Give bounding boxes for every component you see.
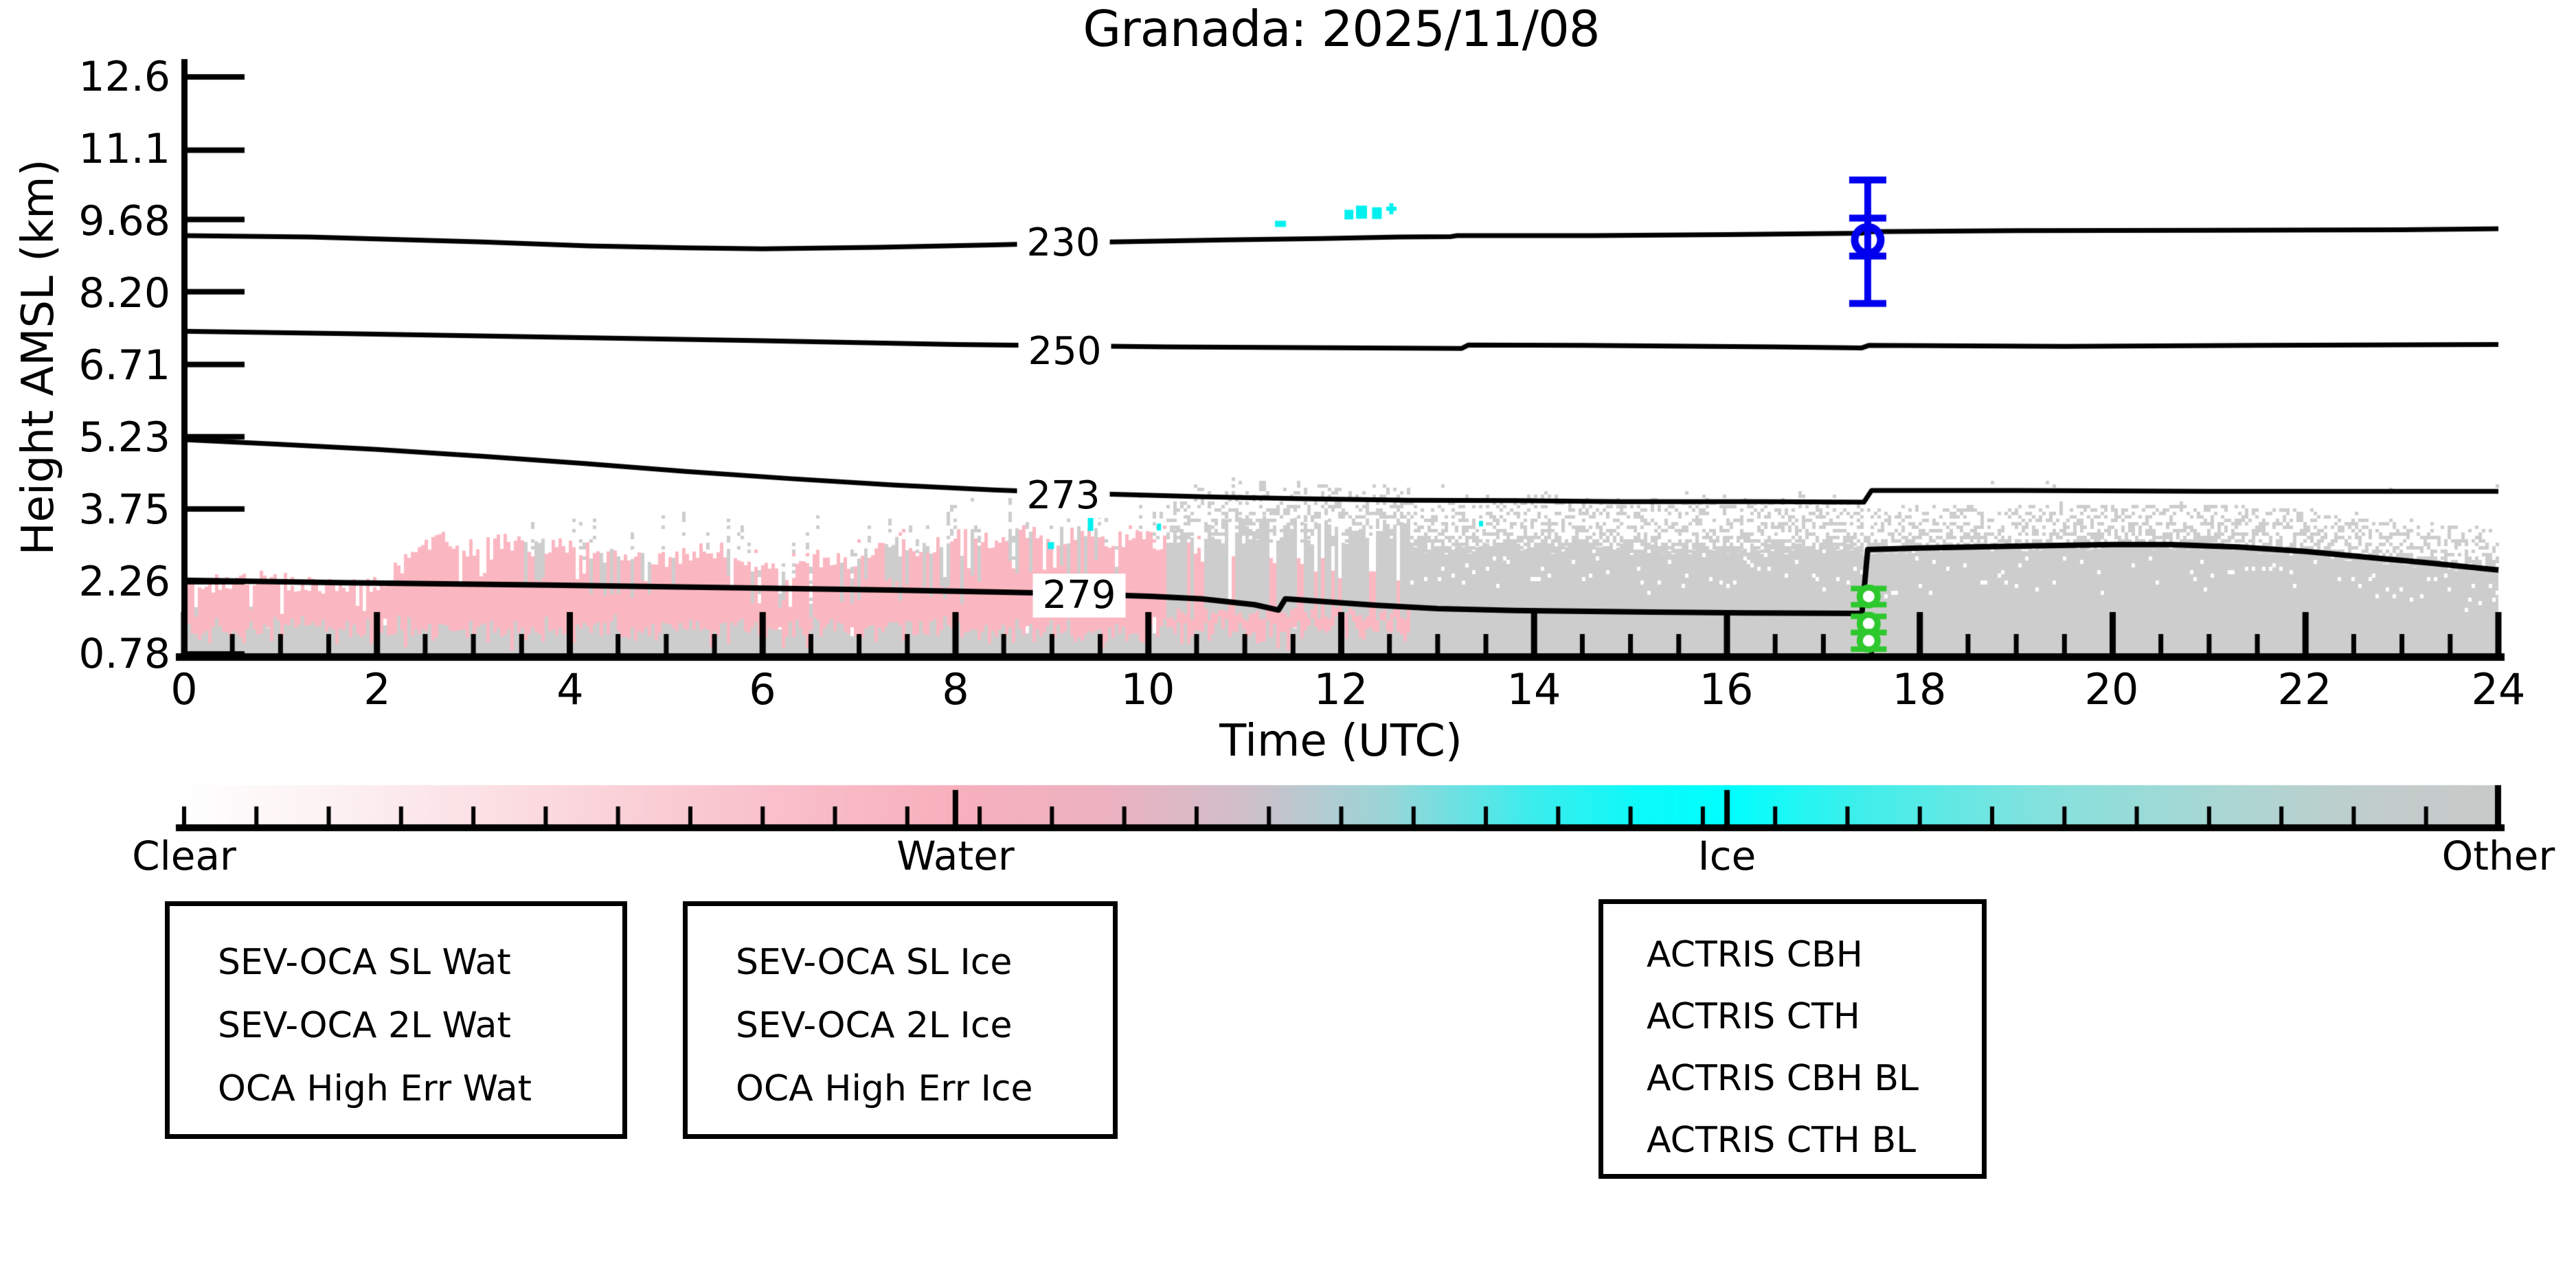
y-tick-label: 2.26 [78, 558, 170, 606]
y-tick-label: 12.6 [78, 53, 170, 101]
contour-label-273: 273 [1017, 474, 1110, 518]
legend-item-label: SEV-OCA 2L Wat [218, 1005, 511, 1046]
y-tick-label: 3.75 [78, 486, 170, 534]
contour-label-230: 230 [1017, 221, 1110, 265]
legend-box-water: SEV-OCA SL Wat SEV-OCA 2L Wat OCA High E… [165, 901, 627, 1139]
contour-label-279: 279 [1032, 574, 1126, 618]
legend-item-label: ACTRIS CBH [1647, 934, 1863, 975]
x-tick-label: 16 [1699, 664, 1754, 714]
x-tick-label: 24 [2471, 664, 2526, 714]
x-tick-label: 22 [2277, 664, 2332, 714]
y-tick-label: 5.23 [78, 414, 170, 462]
colorbar-label-clear: Clear [132, 833, 236, 879]
legend-item-label: SEV-OCA SL Wat [218, 942, 511, 983]
x-tick-label: 12 [1313, 664, 1368, 714]
legend-item-label: SEV-OCA 2L Ice [736, 1005, 1013, 1046]
legend-item-label: OCA High Err Wat [218, 1068, 532, 1109]
colorbar-label-ice: Ice [1697, 833, 1756, 879]
y-tick-label: 0.78 [78, 630, 170, 678]
x-tick-label: 18 [1892, 664, 1947, 714]
x-axis-label: Time (UTC) [1219, 716, 1462, 767]
x-tick-label: 2 [363, 664, 391, 714]
x-tick-label: 20 [2084, 664, 2139, 714]
legend-item-label: ACTRIS CBH BL [1647, 1058, 1919, 1099]
x-tick-label: 8 [942, 664, 969, 714]
contour-label-250: 250 [1018, 330, 1111, 374]
legend-item-label: OCA High Err Ice [736, 1068, 1033, 1109]
legend-item-label: SEV-OCA SL Ice [736, 942, 1013, 983]
x-tick-label: 6 [749, 664, 776, 714]
y-tick-label: 11.1 [78, 125, 170, 173]
legend-box-ice: SEV-OCA SL Ice SEV-OCA 2L Ice OCA High E… [683, 901, 1118, 1139]
y-tick-label: 8.20 [78, 269, 170, 317]
legend-item-label: ACTRIS CTH BL [1647, 1120, 1917, 1161]
y-tick-label: 9.68 [78, 197, 170, 245]
colorbar-label-water: Water [896, 833, 1015, 879]
legend-item-label: ACTRIS CTH [1647, 996, 1860, 1037]
x-tick-label: 10 [1120, 664, 1175, 714]
x-tick-label: 0 [170, 664, 198, 714]
page-title: Granada: 2025/11/08 [1083, 0, 1600, 58]
x-tick-label: 14 [1506, 664, 1561, 714]
colorbar-label-other: Other [2441, 833, 2555, 879]
x-tick-label: 4 [556, 664, 584, 714]
y-tick-label: 6.71 [78, 341, 170, 389]
legend-box-actris: ACTRIS CBH ACTRIS CTH ACTRIS CBH BL ACTR… [1598, 899, 1987, 1179]
